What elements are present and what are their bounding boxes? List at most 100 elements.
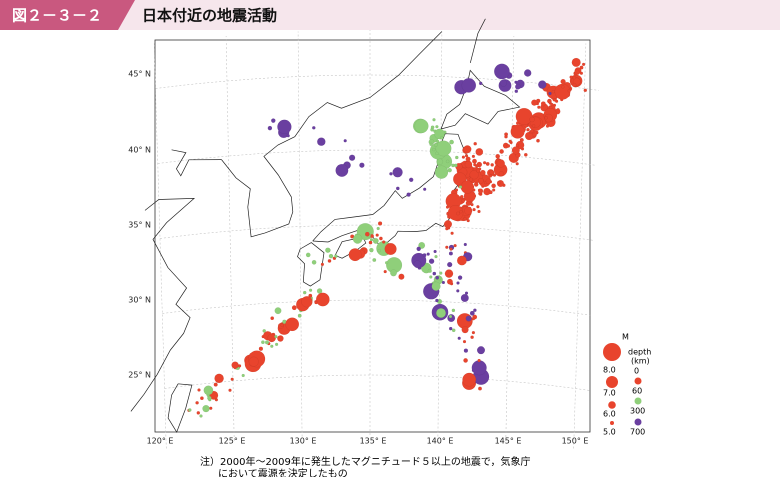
quake-dot — [470, 335, 474, 339]
quake-dot — [498, 171, 504, 177]
lon-label: 130° E — [290, 437, 317, 446]
quake-dot — [426, 252, 430, 256]
quake-dot — [461, 326, 469, 334]
quake-dot — [441, 280, 446, 285]
quake-dot — [463, 145, 472, 154]
quake-dot — [274, 307, 282, 315]
quake-dot — [267, 333, 276, 343]
quake-dot — [383, 269, 387, 274]
quake-dot — [492, 173, 497, 177]
quake-dot — [497, 180, 501, 185]
quake-dot — [230, 377, 234, 381]
legend-circle — [608, 401, 616, 409]
legend-mag: 8.0 — [603, 366, 616, 375]
quake-dot — [473, 308, 477, 312]
quake-dot — [308, 288, 313, 292]
quake-dot — [280, 323, 284, 327]
quake-dot — [511, 146, 520, 155]
quake-dot — [436, 158, 444, 165]
quake-dot — [476, 346, 486, 355]
coastline — [297, 242, 325, 287]
quake-dot — [551, 90, 555, 94]
quake-dot — [465, 315, 472, 322]
quake-dot — [435, 140, 452, 157]
quake-dot — [536, 138, 540, 143]
quake-dot — [458, 185, 463, 189]
quake-dot — [428, 258, 435, 264]
quake-dot — [430, 125, 435, 130]
quake-dot — [460, 293, 469, 303]
quake-dot — [462, 339, 467, 344]
quake-dot — [515, 107, 533, 125]
quake-dot — [492, 188, 496, 192]
quake-dot — [286, 134, 290, 138]
quake-dot — [196, 411, 201, 415]
quake-dot — [450, 231, 454, 235]
quake-dot — [530, 129, 534, 134]
quake-dot — [372, 237, 379, 244]
quake-dot — [439, 271, 443, 275]
quake-dot — [451, 328, 456, 333]
quake-dot — [334, 254, 338, 258]
quake-dot — [202, 404, 210, 413]
lat-label: 40° N — [128, 146, 151, 155]
quake-dot — [574, 69, 580, 76]
quake-dot — [427, 268, 432, 273]
quake-dot — [384, 261, 389, 265]
legend-circle — [634, 418, 642, 426]
quake-dot — [531, 99, 538, 106]
quake-dot — [544, 116, 548, 120]
quake-dot — [478, 81, 483, 86]
graticule — [437, 31, 443, 437]
quake-dot — [261, 340, 265, 345]
quake-dot — [472, 158, 477, 164]
quake-dot — [448, 314, 453, 319]
quake-dot — [473, 141, 477, 146]
coastline — [171, 149, 222, 177]
quake-dot — [368, 240, 373, 245]
quake-dot — [327, 259, 332, 263]
quake-dot — [531, 124, 536, 128]
quake-dot — [209, 406, 213, 410]
quake-dot — [395, 186, 400, 191]
quake-dot — [463, 358, 468, 363]
quake-dot — [305, 252, 311, 258]
quake-dot — [433, 249, 437, 254]
quake-dot — [485, 178, 491, 184]
quake-dot — [408, 177, 414, 183]
quake-dot — [514, 89, 519, 93]
quake-dot — [544, 113, 553, 123]
legend-circle — [634, 397, 642, 405]
quake-dot — [491, 183, 496, 189]
quake-dot — [478, 178, 484, 184]
quake-dot — [237, 364, 242, 368]
quake-dot — [459, 210, 463, 214]
quake-dot — [285, 317, 300, 332]
quake-dot — [418, 241, 426, 249]
lon-label: 120° E — [147, 437, 174, 446]
quake-dot — [328, 253, 334, 259]
quake-dot — [463, 242, 467, 247]
quake-dot — [451, 308, 456, 313]
legend-circle — [610, 421, 614, 425]
quake-dot — [416, 246, 421, 252]
legend-depth: 0 — [634, 367, 639, 376]
quake-dot — [548, 91, 552, 96]
quake-dot — [320, 262, 325, 267]
quake-dot — [445, 245, 449, 249]
quake-dot — [504, 134, 508, 139]
quake-dot — [456, 211, 460, 216]
quake-dot — [377, 248, 381, 253]
quake-dot — [432, 118, 436, 122]
quake-dot — [432, 147, 436, 152]
quake-dot — [352, 234, 363, 244]
quake-dot — [199, 414, 203, 418]
quake-dot — [469, 310, 475, 316]
legend-depth: 60 — [632, 387, 642, 396]
quake-dot — [475, 148, 484, 156]
quake-dot — [477, 209, 481, 214]
quake-dot — [197, 388, 201, 392]
quake-dot — [540, 101, 546, 107]
quake-dot — [267, 125, 273, 131]
quake-dot — [581, 62, 586, 67]
